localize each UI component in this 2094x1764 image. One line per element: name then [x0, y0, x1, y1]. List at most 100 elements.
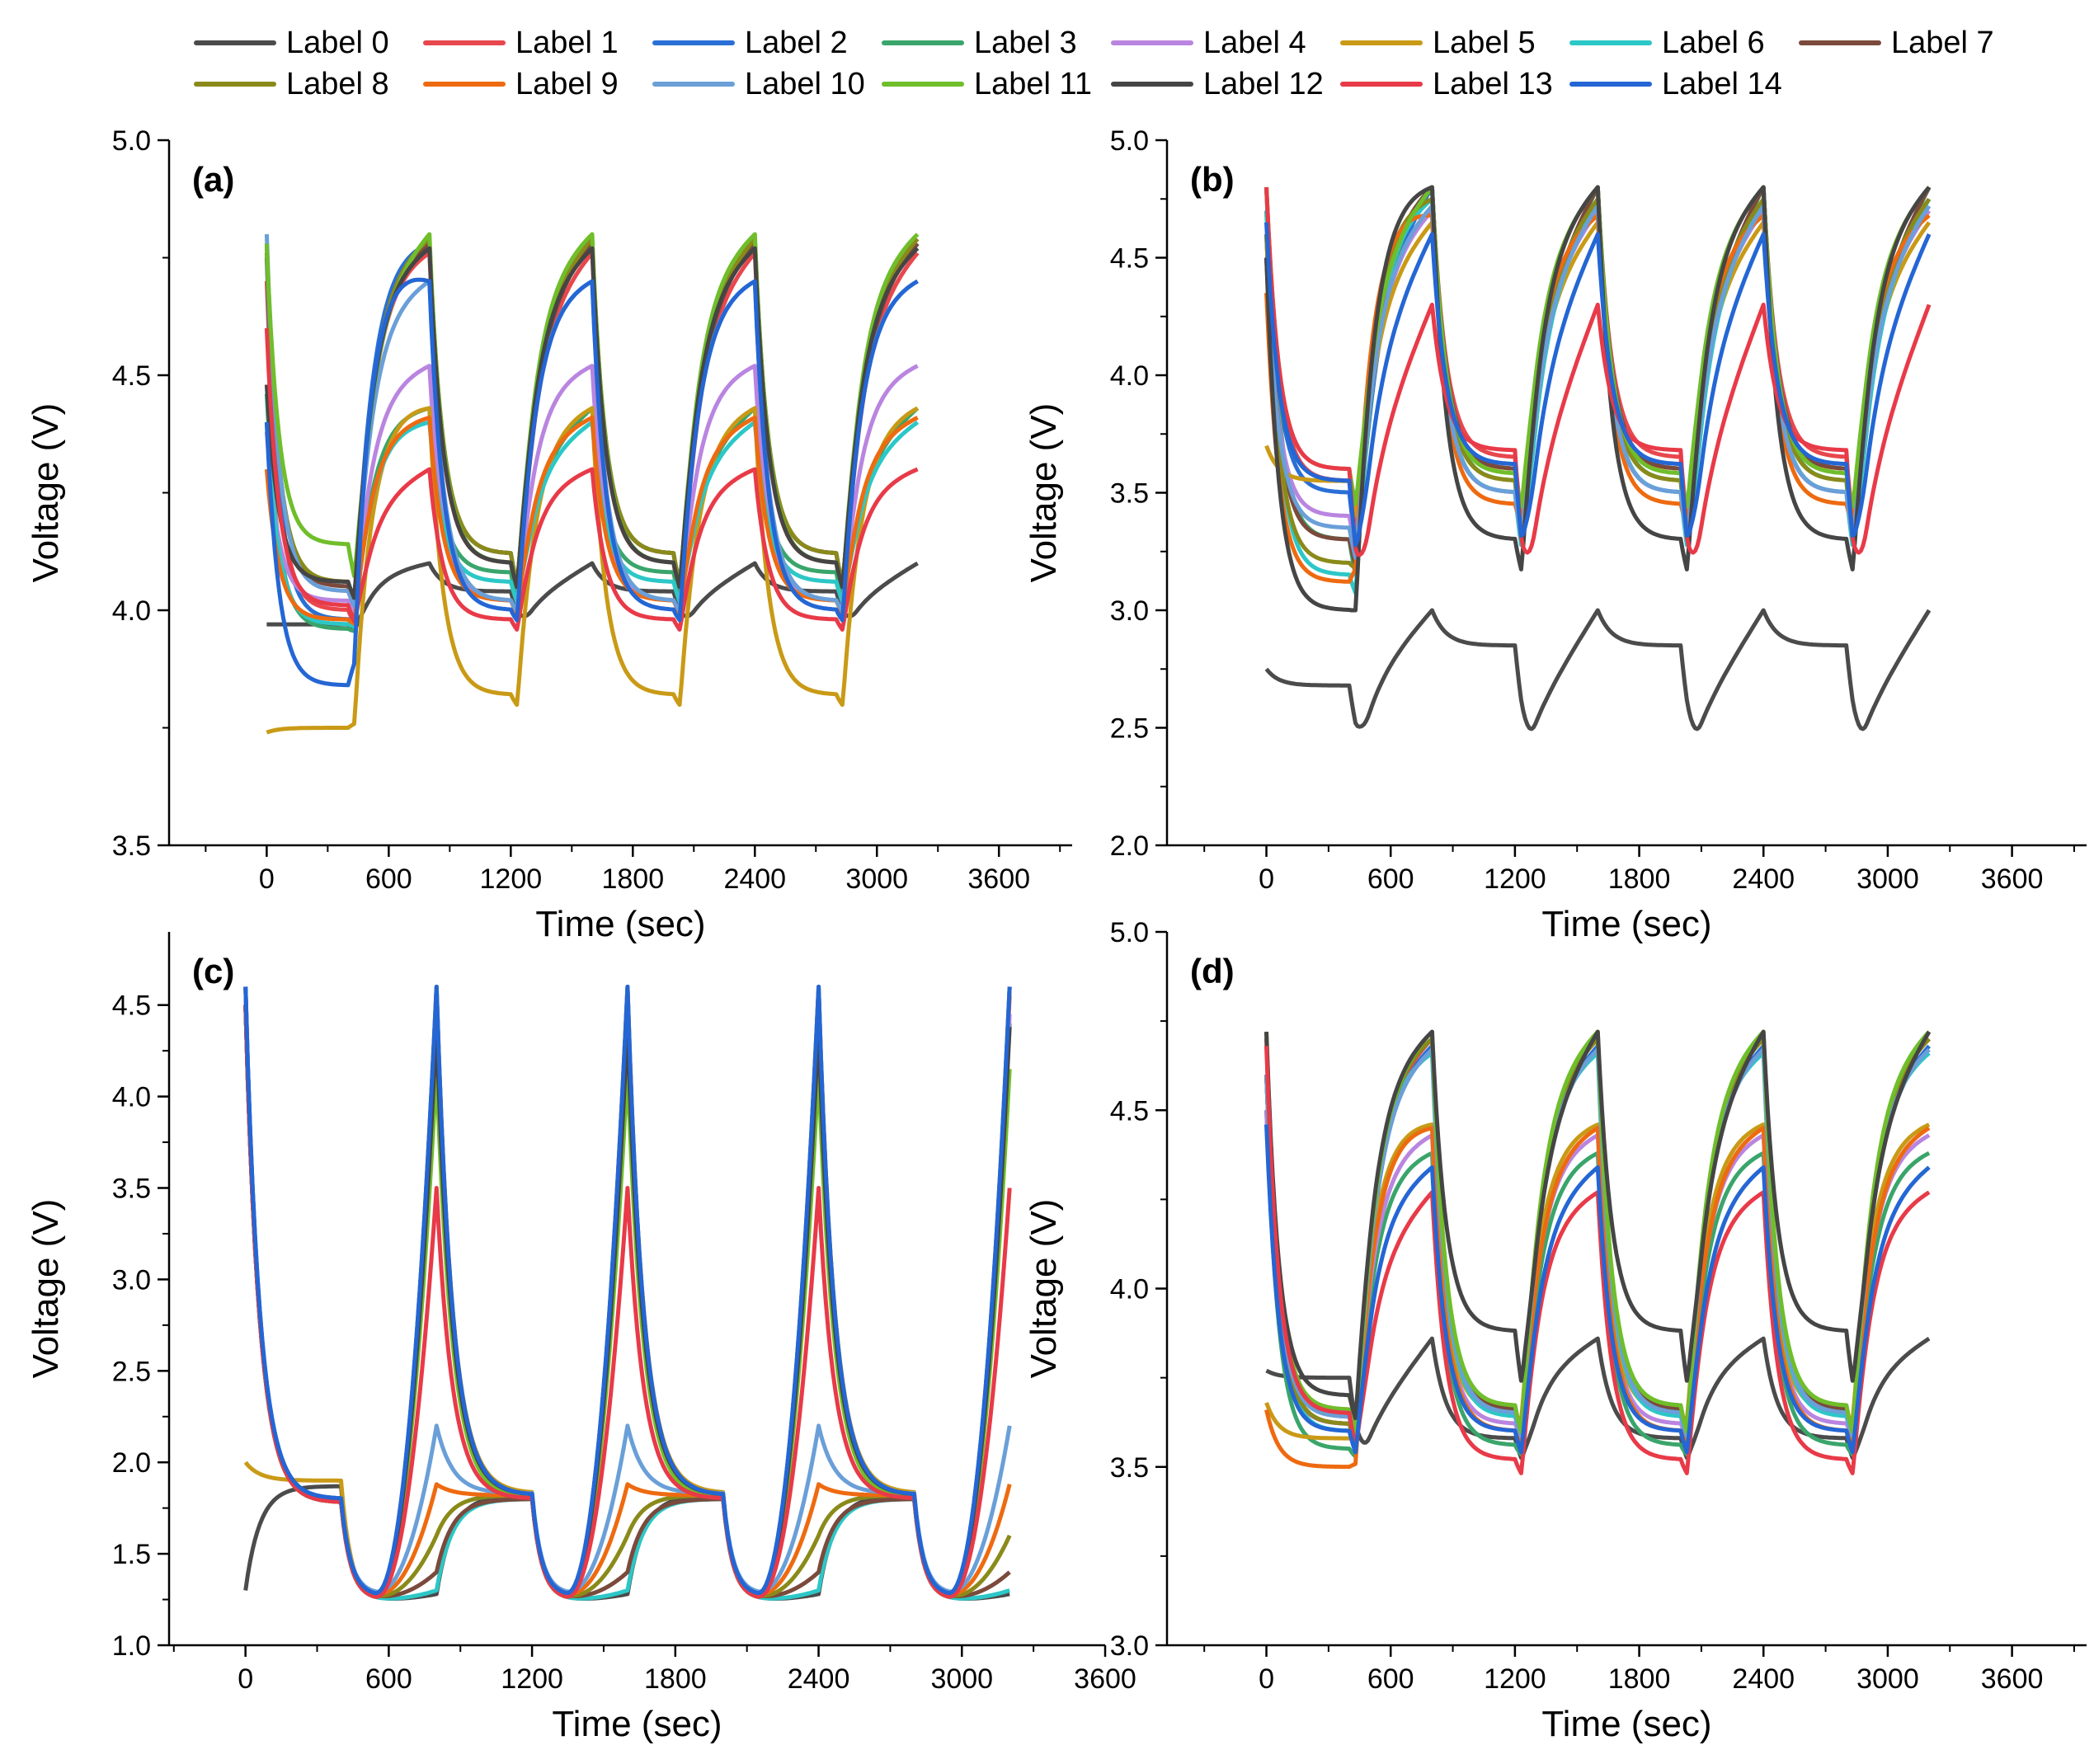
- x-tick-label: 1800: [1608, 863, 1671, 895]
- legend-label: Label 14: [1662, 66, 1782, 101]
- series-line: [266, 406, 919, 735]
- x-tick-label: 2400: [788, 1663, 850, 1695]
- legend-label: Label 13: [1433, 66, 1553, 101]
- y-tick-label: 2.5: [1110, 713, 1149, 745]
- legend-line-swatch: [1569, 82, 1652, 87]
- y-tick-label: 2.0: [1110, 830, 1149, 862]
- legend-line-swatch: [423, 82, 506, 87]
- x-tick-label: 0: [238, 1663, 253, 1695]
- series-line: [1264, 1029, 1932, 1420]
- x-tick-label: 600: [1367, 863, 1414, 895]
- legend-item: Label 1: [423, 25, 619, 61]
- series-line: [1264, 1124, 1931, 1455]
- x-tick-label: 1200: [501, 1663, 563, 1695]
- series-line: [264, 415, 919, 626]
- y-tick-label: 1.5: [112, 1539, 151, 1570]
- y-tick-label: 4.5: [112, 990, 151, 1022]
- y-tick-label: 3.5: [112, 830, 151, 862]
- y-tick-label: 4.5: [1110, 1095, 1149, 1127]
- legend-item: Label 3: [882, 25, 1077, 61]
- legend-line-swatch: [1799, 40, 1881, 45]
- x-tick-label: 600: [365, 1663, 412, 1695]
- legend-label: Label 12: [1203, 66, 1324, 101]
- legend-item: Label 5: [1340, 25, 1536, 61]
- chart-panel: 3.5 4.0 4.5 5.0 0 600 1200 1800 2400 3000 3600 Time…: [26, 125, 1072, 944]
- y-tick-label: 3.5: [1110, 1452, 1149, 1484]
- legend-item: Label 0: [194, 25, 389, 61]
- y-tick-label: 4.5: [112, 360, 151, 392]
- y-tick-label: 2.0: [112, 1447, 151, 1479]
- legend-line-swatch: [1111, 82, 1193, 87]
- x-axis-title: Time (sec): [1541, 1704, 1711, 1744]
- x-tick-label: 3000: [930, 1663, 993, 1695]
- chart-panel: 3.0 3.5 4.0 4.5 5.0 0 600 1200 1800 2400 3000 3600 T…: [1023, 917, 2087, 1744]
- x-tick-label: 600: [365, 863, 412, 895]
- y-tick-label: 3.0: [1110, 1630, 1149, 1662]
- x-axis-title: Time (sec): [535, 904, 705, 944]
- series-line: [1264, 185, 1932, 613]
- x-tick-label: 3600: [1981, 863, 2044, 895]
- y-tick-label: 3.5: [1110, 478, 1149, 510]
- x-tick-label: 1800: [644, 1663, 707, 1695]
- series-line: [1264, 186, 1932, 557]
- legend-label: Label 7: [1891, 25, 1994, 60]
- y-tick-label: 5.0: [112, 125, 151, 157]
- legend-item: Label 6: [1569, 25, 1765, 61]
- series-line: [243, 985, 1012, 1596]
- series-line: [243, 1004, 1012, 1599]
- legend-label: Label 3: [974, 25, 1077, 60]
- x-tick-label: 0: [259, 863, 275, 895]
- legend-line-swatch: [194, 40, 276, 45]
- y-tick-label: 3.5: [112, 1174, 151, 1205]
- y-axis-title: Voltage (V): [26, 403, 66, 583]
- legend-item: Label 2: [652, 25, 848, 61]
- x-tick-label: 0: [1259, 863, 1274, 895]
- legend-item: Label 10: [652, 66, 865, 102]
- x-tick-label: 3000: [845, 863, 908, 895]
- x-tick-label: 0: [1259, 1663, 1274, 1695]
- legend-label: Label 11: [974, 66, 1092, 101]
- legend-item: Label 14: [1569, 66, 1782, 102]
- x-tick-label: 1800: [601, 863, 664, 895]
- x-axis-title: Time (sec): [1541, 904, 1711, 944]
- y-tick-label: 4.0: [112, 595, 151, 627]
- chart-panel: 2.0 2.5 3.0 3.5 4.0 4.5 5.0 0 600 1200 1800 2400 300…: [1023, 125, 2087, 944]
- legend-item: Label 11: [882, 66, 1092, 102]
- x-tick-label: 1200: [480, 863, 543, 895]
- series-line: [1265, 1336, 1931, 1461]
- legend-label: Label 6: [1662, 25, 1765, 60]
- legend-label: Label 1: [515, 25, 619, 60]
- y-axis-title: Voltage (V): [1023, 403, 1064, 583]
- legend-line-swatch: [652, 40, 735, 45]
- y-axis-title: Voltage (V): [26, 1199, 66, 1379]
- series-line: [264, 277, 919, 688]
- legend-line-swatch: [1340, 40, 1423, 45]
- y-axis-title: Voltage (V): [1023, 1199, 1064, 1379]
- x-tick-label: 3600: [967, 863, 1030, 895]
- legend-label: Label 4: [1203, 25, 1306, 60]
- y-tick-label: 5.0: [1110, 125, 1149, 157]
- legend-line-swatch: [1340, 82, 1423, 87]
- legend-line-swatch: [194, 82, 276, 87]
- panel-label: (b): [1190, 160, 1235, 199]
- legend-line-swatch: [1111, 40, 1193, 45]
- series-line: [266, 561, 919, 633]
- legend-line-swatch: [882, 40, 964, 45]
- legend-item: Label 4: [1111, 25, 1306, 61]
- legend-item: Label 7: [1799, 25, 1994, 61]
- x-tick-label: 3000: [1856, 863, 1919, 895]
- y-tick-label: 4.0: [112, 1082, 151, 1113]
- y-tick-label: 3.0: [112, 1264, 151, 1296]
- x-tick-label: 2400: [1732, 1663, 1795, 1695]
- legend-label: Label 5: [1433, 25, 1536, 60]
- legend-label: Label 9: [515, 66, 619, 101]
- legend-label: Label 2: [745, 25, 848, 60]
- legend-line-swatch: [652, 82, 735, 87]
- y-tick-label: 5.0: [1110, 917, 1149, 948]
- x-tick-label: 3600: [1981, 1663, 2044, 1695]
- legend-item: Label 8: [194, 66, 389, 102]
- x-tick-label: 3000: [1856, 1663, 1919, 1695]
- x-tick-label: 1200: [1484, 1663, 1546, 1695]
- legend-item: Label 9: [423, 66, 619, 102]
